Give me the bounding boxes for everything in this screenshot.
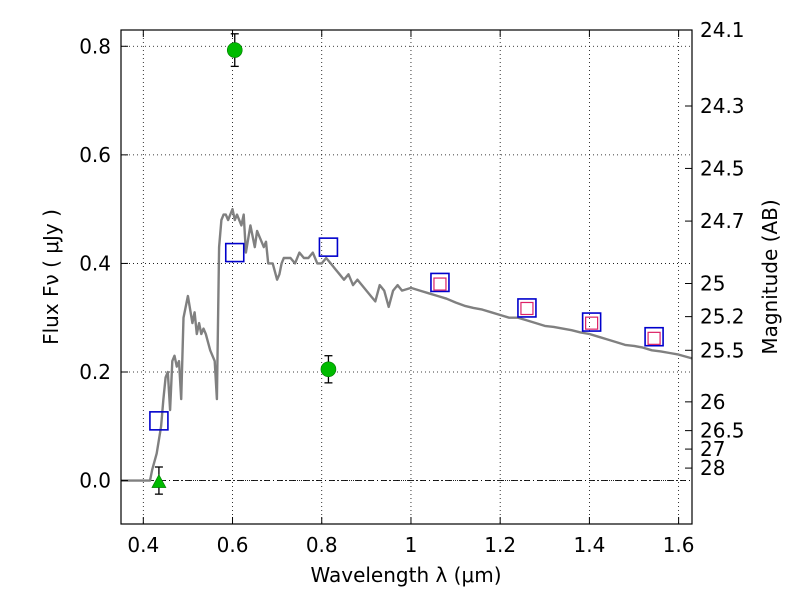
non-detection-point (151, 473, 167, 488)
right-tick-label: 26 (700, 390, 725, 414)
right-tick-label: 28 (700, 456, 725, 480)
right-tick-label: 25 (700, 272, 725, 296)
axis-ticks: 0.4 0.6 0.8 1 1.2 1.4 1.6 0.0 0.2 0.4 0.6 0.8 24.1 24… (79, 18, 744, 557)
y-tick-label: 0.4 (79, 251, 111, 275)
plot-content (121, 33, 693, 495)
model-photometry-point (149, 411, 169, 431)
right-tick-label: 24.1 (700, 18, 745, 42)
comparison-photometry-point (433, 277, 447, 291)
model-photometry-point (430, 272, 450, 293)
right-tick-label: 27 (700, 437, 725, 461)
x-tick-label: 0.6 (217, 533, 249, 557)
model-photometry-point (517, 298, 537, 318)
comparison-photometry-point (647, 331, 661, 345)
y-tick-label: 0.0 (79, 469, 111, 493)
y-axis-title: Flux Fν ( μJy ) (39, 209, 63, 345)
detection-point (320, 361, 337, 378)
x-tick-label: 1.4 (573, 533, 605, 557)
model-photometry-point (318, 237, 339, 257)
right-tick-label: 24.5 (700, 156, 745, 180)
plot-frame (120, 29, 693, 525)
right-tick-label: 24.3 (700, 94, 745, 118)
y-tick-label: 0.6 (79, 143, 111, 167)
x-tick-label: 1 (405, 533, 418, 557)
y-tick-label: 0.2 (79, 360, 111, 384)
right-tick-label: 26.5 (700, 419, 745, 443)
x-tick-label: 0.8 (306, 533, 338, 557)
x-axis-title: Wavelength λ (μm) (310, 563, 501, 587)
model-photometry-point (224, 242, 245, 263)
comparison-photometry-point (520, 301, 534, 316)
x-tick-label: 0.4 (127, 533, 159, 557)
model-photometry-point (644, 326, 664, 347)
right-axis-title: Magnitude (AB) (758, 199, 782, 354)
sed-model-line (121, 207, 693, 482)
right-tick-label: 24.7 (700, 209, 745, 233)
comparison-photometry-point (585, 316, 599, 330)
x-tick-label: 1.6 (663, 533, 695, 557)
detection-point (226, 42, 243, 58)
model-photometry-point (581, 312, 602, 332)
right-tick-label: 25.5 (700, 338, 745, 362)
right-tick-label: 25.2 (700, 305, 745, 329)
x-tick-label: 1.2 (484, 533, 516, 557)
grid-lines (121, 30, 692, 524)
y-tick-label: 0.8 (79, 34, 111, 58)
